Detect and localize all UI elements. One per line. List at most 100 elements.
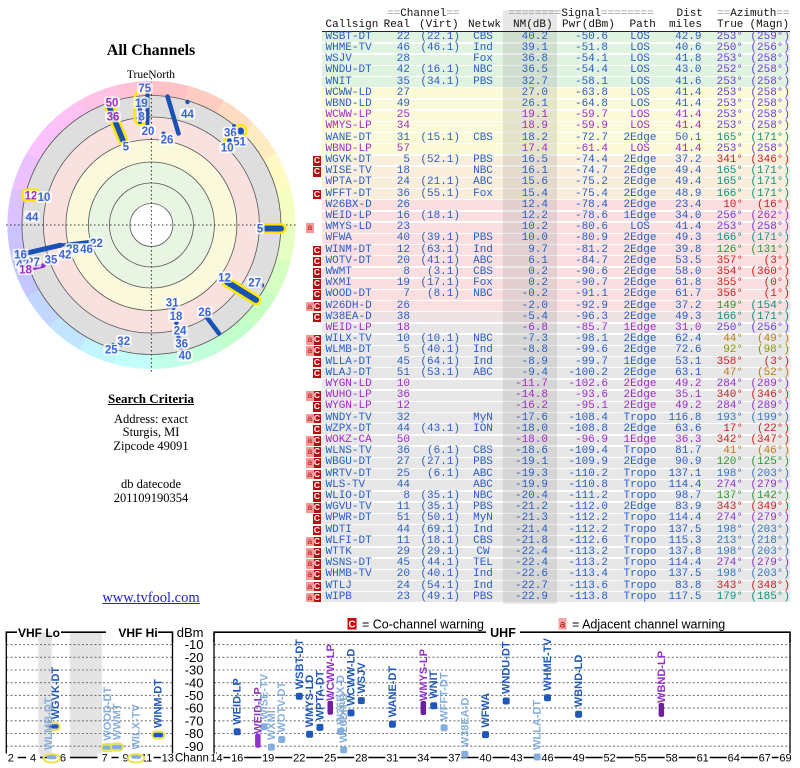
svg-text:24: 24 bbox=[174, 326, 187, 338]
svg-text:-20: -20 bbox=[185, 650, 204, 665]
svg-text:WSBT-DT: WSBT-DT bbox=[294, 639, 306, 689]
svg-text:11: 11 bbox=[141, 753, 152, 765]
svg-text:WMYS-LD: WMYS-LD bbox=[304, 675, 316, 728]
svg-text:WEID-LP: WEID-LP bbox=[252, 687, 264, 733]
svg-text:34: 34 bbox=[417, 753, 429, 765]
svg-text:W26BX-D: W26BX-D bbox=[335, 675, 347, 725]
svg-text:64: 64 bbox=[728, 753, 740, 765]
svg-text:WOOD-DT: WOOD-DT bbox=[102, 687, 114, 741]
svg-text:19: 19 bbox=[135, 98, 148, 110]
svg-text:-10: -10 bbox=[185, 637, 204, 652]
svg-text:31: 31 bbox=[386, 753, 398, 765]
svg-text:WCWW-LD: WCWW-LD bbox=[346, 649, 358, 706]
svg-text:-80: -80 bbox=[185, 726, 204, 741]
svg-text:VHF Lo: VHF Lo bbox=[18, 626, 60, 640]
svg-text:44: 44 bbox=[26, 212, 39, 224]
svg-text:31: 31 bbox=[166, 298, 179, 310]
svg-text:WSJV: WSJV bbox=[356, 662, 368, 694]
svg-text:27: 27 bbox=[248, 277, 261, 289]
svg-text:32: 32 bbox=[117, 336, 130, 348]
svg-text:61: 61 bbox=[697, 753, 709, 765]
svg-text:37: 37 bbox=[448, 753, 460, 765]
svg-text:WMYS-LP: WMYS-LP bbox=[418, 649, 430, 701]
svg-text:WPTA-DT: WPTA-DT bbox=[314, 670, 326, 720]
svg-text:10: 10 bbox=[221, 143, 234, 155]
svg-text:WISE-TV: WISE-TV bbox=[259, 673, 271, 719]
svg-text:26: 26 bbox=[198, 307, 211, 319]
svg-text:55: 55 bbox=[634, 753, 646, 765]
svg-text:25: 25 bbox=[105, 345, 118, 357]
svg-text:50: 50 bbox=[106, 97, 119, 109]
svg-text:18: 18 bbox=[170, 311, 183, 323]
svg-text:42: 42 bbox=[59, 249, 72, 261]
svg-text:69: 69 bbox=[779, 753, 791, 765]
svg-text:= Co-channel warning: = Co-channel warning bbox=[362, 618, 484, 632]
svg-text:-30: -30 bbox=[185, 663, 204, 678]
svg-text:5: 5 bbox=[123, 142, 130, 154]
svg-text:26: 26 bbox=[161, 135, 174, 147]
svg-text:2: 2 bbox=[8, 753, 14, 765]
svg-text:WILX-TV: WILX-TV bbox=[131, 704, 143, 750]
svg-text:18: 18 bbox=[19, 264, 32, 276]
svg-text:-70: -70 bbox=[185, 713, 204, 728]
svg-text:WNIT: WNIT bbox=[428, 670, 440, 698]
svg-text:44: 44 bbox=[181, 109, 194, 121]
svg-text:WFFT-DT: WFFT-DT bbox=[439, 672, 451, 721]
svg-text:49: 49 bbox=[572, 753, 584, 765]
svg-text:WANE-DT: WANE-DT bbox=[387, 666, 399, 718]
svg-text:16: 16 bbox=[231, 753, 243, 765]
svg-text:W26DH-D: W26DH-D bbox=[338, 693, 350, 743]
svg-text:WBND-LD: WBND-LD bbox=[573, 655, 585, 708]
svg-text:16: 16 bbox=[14, 250, 27, 262]
svg-text:WHME-TV: WHME-TV bbox=[542, 637, 554, 690]
svg-text:36: 36 bbox=[175, 339, 188, 351]
svg-text:WOTV-DT: WOTV-DT bbox=[276, 682, 288, 733]
svg-text:67: 67 bbox=[759, 753, 771, 765]
svg-text:51: 51 bbox=[233, 136, 246, 148]
svg-text:19: 19 bbox=[262, 753, 274, 765]
svg-text:6: 6 bbox=[60, 753, 66, 765]
svg-text:75: 75 bbox=[138, 83, 151, 95]
svg-text:WLLA-DT: WLLA-DT bbox=[532, 700, 544, 750]
svg-text:8: 8 bbox=[138, 111, 145, 123]
svg-text:dBm: dBm bbox=[177, 625, 204, 640]
svg-text:WCWW-LP: WCWW-LP bbox=[325, 644, 337, 701]
svg-text:4: 4 bbox=[30, 753, 36, 765]
svg-text:36: 36 bbox=[107, 112, 120, 124]
svg-text:a: a bbox=[560, 620, 566, 631]
svg-text:-60: -60 bbox=[185, 701, 204, 716]
svg-text:14: 14 bbox=[210, 753, 222, 765]
svg-text:12: 12 bbox=[25, 190, 38, 202]
svg-text:WXMI: WXMI bbox=[266, 710, 278, 740]
svg-text:13: 13 bbox=[162, 753, 174, 765]
svg-text:WINM-DT: WINM-DT bbox=[153, 679, 165, 728]
svg-text:52: 52 bbox=[603, 753, 615, 765]
svg-text:7: 7 bbox=[101, 753, 107, 765]
svg-text:WGVK-DT: WGVK-DT bbox=[50, 667, 62, 720]
svg-text:C: C bbox=[348, 620, 355, 631]
svg-text:58: 58 bbox=[666, 753, 678, 765]
svg-text:12: 12 bbox=[218, 272, 231, 284]
svg-text:W38EA-D: W38EA-D bbox=[459, 698, 471, 748]
svg-text:25: 25 bbox=[324, 753, 336, 765]
svg-text:5: 5 bbox=[257, 224, 264, 236]
svg-text:46: 46 bbox=[80, 244, 93, 256]
svg-text:-50: -50 bbox=[185, 688, 204, 703]
svg-text:Channel: Channel bbox=[175, 753, 218, 765]
svg-text:UHF: UHF bbox=[490, 626, 516, 640]
svg-text:WBND-LP: WBND-LP bbox=[656, 651, 668, 703]
svg-text:40: 40 bbox=[179, 351, 192, 363]
svg-text:40: 40 bbox=[479, 753, 491, 765]
svg-text:VHF Hi: VHF Hi bbox=[118, 626, 157, 640]
svg-text:WFWA: WFWA bbox=[480, 693, 492, 728]
svg-text:20: 20 bbox=[142, 126, 155, 138]
svg-text:35: 35 bbox=[45, 254, 58, 266]
svg-text:WNDU-DT: WNDU-DT bbox=[501, 641, 513, 694]
svg-text:WWMT: WWMT bbox=[112, 703, 124, 740]
svg-text:9: 9 bbox=[123, 753, 129, 765]
svg-text:WLMB-DT: WLMB-DT bbox=[43, 697, 55, 750]
svg-text:22: 22 bbox=[293, 753, 305, 765]
svg-text:28: 28 bbox=[355, 753, 367, 765]
svg-text:WEID-LP: WEID-LP bbox=[232, 678, 244, 724]
svg-text:10: 10 bbox=[38, 192, 51, 204]
